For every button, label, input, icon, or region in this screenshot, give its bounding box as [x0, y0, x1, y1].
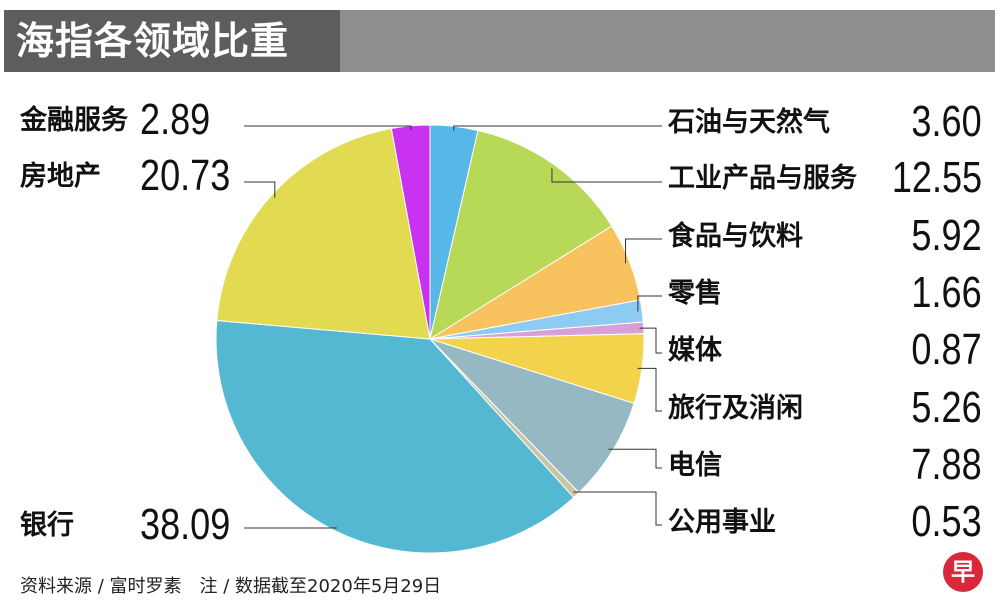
pie-slice-1 [429, 129, 613, 341]
value-retail: 1.66 [911, 268, 982, 317]
pie-slice-8 [215, 319, 575, 554]
chart-title: 海指各领域比重 [16, 19, 290, 63]
label-food-beverage: 食品与饮料 [668, 221, 803, 252]
value-food-beverage: 5.92 [911, 211, 982, 260]
value-financial-services: 2.89 [140, 95, 211, 144]
source-note: 资料来源 / 富时罗素 注 / 数据截至2020年5月29日 [20, 576, 442, 597]
label-banks: 银行 [20, 510, 74, 541]
leader-line-3 [637, 295, 662, 312]
pie-slice-9 [216, 127, 431, 340]
value-telecom: 7.88 [911, 440, 982, 489]
value-real-estate: 20.73 [140, 151, 231, 200]
leader-line-7 [573, 491, 662, 526]
label-industrial: 工业产品与服务 [668, 163, 857, 194]
value-banks: 38.09 [140, 500, 231, 549]
label-real-estate: 房地产 [20, 161, 101, 192]
label-utilities: 公用事业 [668, 507, 776, 538]
pie-slice-6 [429, 338, 635, 494]
value-oil-gas: 3.60 [911, 97, 982, 146]
value-travel-leisure: 5.26 [911, 383, 982, 432]
label-oil-gas: 石油与天然气 [668, 107, 830, 138]
leader-line-5 [637, 367, 662, 412]
value-utilities: 0.53 [911, 497, 982, 546]
label-financial-services: 金融服务 [20, 105, 128, 136]
label-telecom: 电信 [668, 450, 722, 481]
leader-line-6 [608, 448, 662, 469]
leader-line-1 [551, 168, 662, 183]
label-media: 媒体 [668, 335, 722, 366]
leader-line-4 [639, 327, 662, 354]
zaobao-logo: 早 [943, 552, 983, 592]
value-media: 0.87 [911, 325, 982, 374]
leader-line-2 [625, 238, 662, 264]
leader-line-0 [453, 125, 662, 131]
label-travel-leisure: 旅行及消闲 [668, 393, 803, 424]
title-box [4, 10, 340, 72]
value-industrial: 12.55 [891, 153, 982, 202]
leader-line-9 [244, 181, 276, 198]
leader-line-10 [244, 125, 412, 131]
label-retail: 零售 [668, 278, 722, 309]
